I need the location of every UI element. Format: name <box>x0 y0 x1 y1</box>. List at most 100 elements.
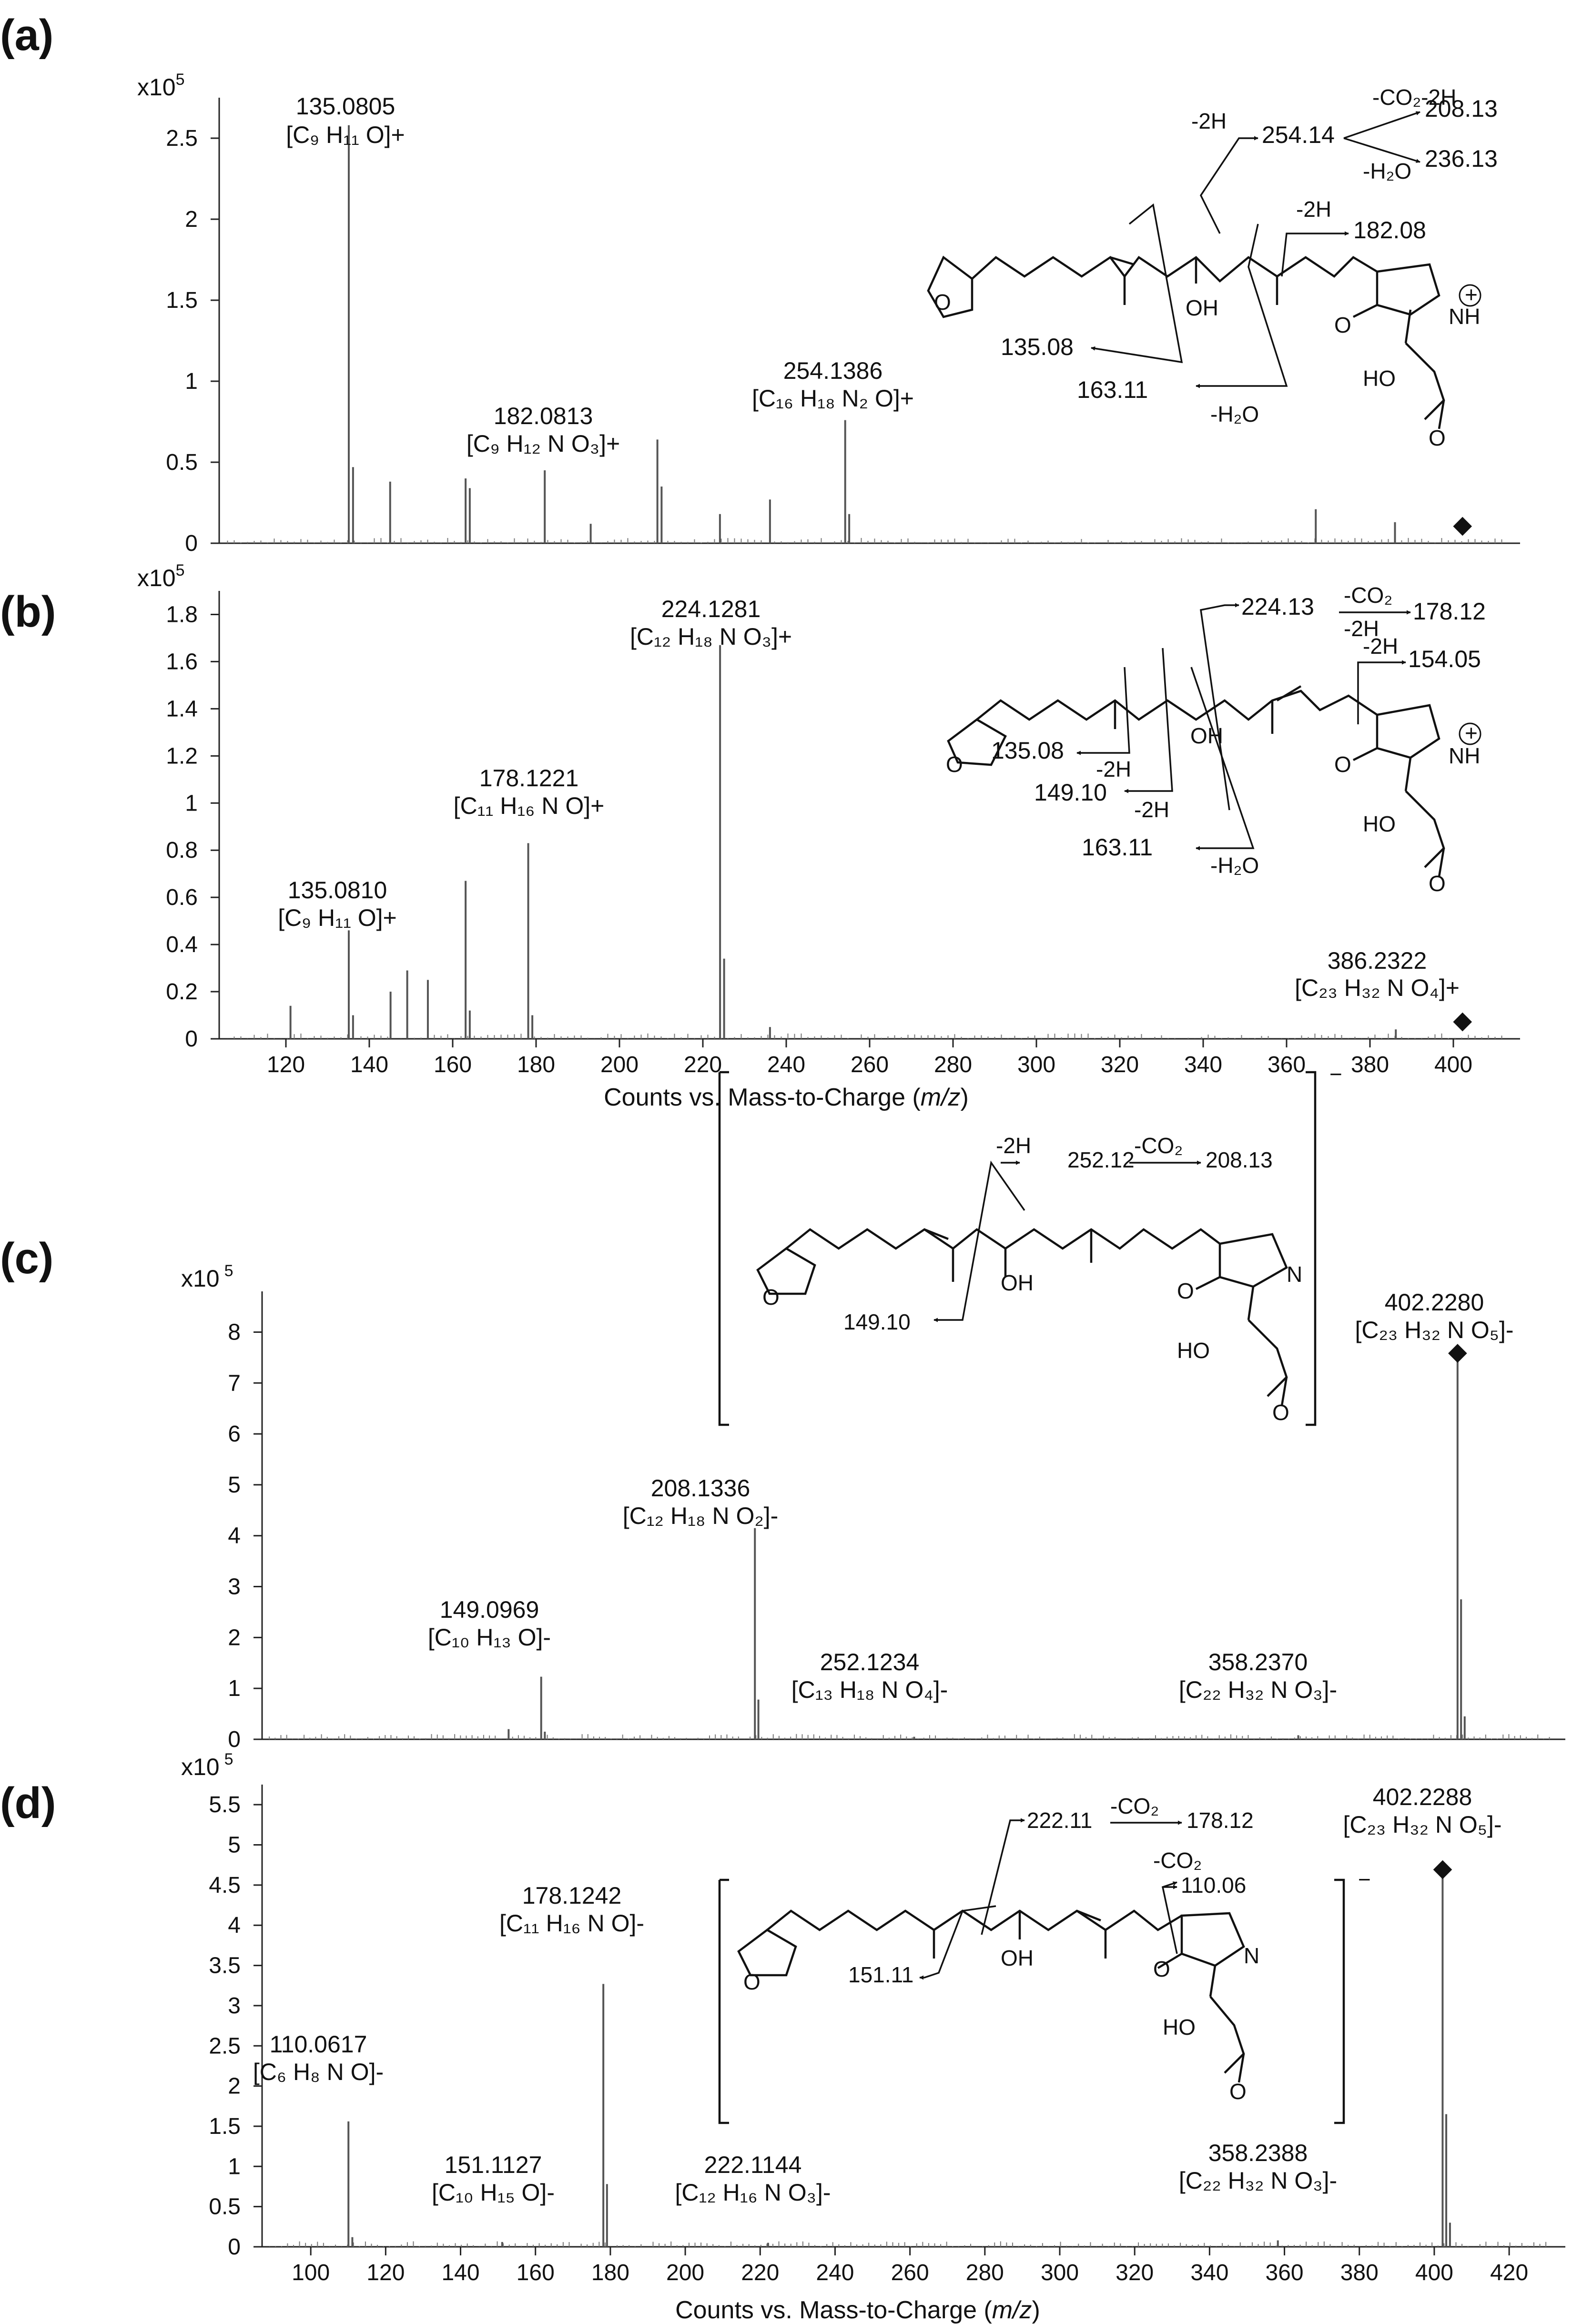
panel-a-loss-co2-2h: -CO₂-2H <box>1372 85 1456 110</box>
panel-b-xlabel: Counts vs. Mass-to-Charge (m/z) <box>604 1084 969 1111</box>
panel-a-letter: (a) <box>0 11 53 60</box>
panel-b-ytick-label: 1.8 <box>166 602 198 627</box>
panel-d-xtick-label: 200 <box>666 2260 704 2285</box>
panel-b-frag-149: 149.10 <box>1034 779 1107 806</box>
panel-d-ytick-label: 0.5 <box>209 2194 241 2220</box>
panel-a-ann-182-formula: [C₉ H₁₂ N O₃]+ <box>467 430 620 457</box>
panel-b-ytick-label: 1.4 <box>166 696 198 721</box>
panel-d-oh: OH <box>1001 1946 1034 1970</box>
panel-d-xtick-label: 340 <box>1190 2260 1228 2285</box>
panel-d-structure <box>718 1818 1345 2124</box>
panel-b-ring-o: O <box>1334 752 1351 777</box>
panel-b-xtick-label: 180 <box>517 1052 555 1077</box>
panel-c-furan-o: O <box>762 1285 780 1309</box>
panel-a-frag-254: 254.14 <box>1262 122 1335 148</box>
panel-b-frag-163: 163.11 <box>1082 834 1153 861</box>
panel-b-acid-o: O <box>1429 871 1446 896</box>
panel-d-xtick-label: 140 <box>441 2260 479 2285</box>
panel-d-ann-110-formula: [C₆ H₈ N O]- <box>253 2059 384 2085</box>
panel-b-frag-178: 178.12 <box>1413 598 1486 625</box>
panel-a-furan-o: O <box>934 290 951 315</box>
panel-b-ytick-label: 0.8 <box>166 838 198 863</box>
panel-a-unit: x105 <box>137 71 185 101</box>
panel-c-precursor-marker: ◆ <box>1448 1338 1467 1366</box>
panel-b-furan-o: O <box>946 752 963 777</box>
panel-a-frag-208: 208.13 <box>1425 95 1498 122</box>
panel-d-ytick-label: 4.5 <box>209 1873 241 1898</box>
panel-c-ytick-label: 4 <box>228 1523 241 1549</box>
panel-b-xtick-label: 140 <box>350 1052 388 1077</box>
panel-d-ring-o: O <box>1153 1957 1170 1981</box>
panel-b-xtick-label: 220 <box>684 1052 722 1077</box>
panel-d-ann-222-mz: 222.1144 <box>704 2151 802 2178</box>
panel-c-ann-252-formula: [C₁₃ H₁₈ N O₄]- <box>791 1676 948 1703</box>
panel-a-loss-h2o-1: -H₂O <box>1363 159 1411 183</box>
panel-c-ann-149-mz: 149.0969 <box>440 1596 539 1623</box>
panel-c-loss-co2: -CO₂ <box>1134 1133 1183 1158</box>
panel-d-ytick-label: 3 <box>228 1993 241 2019</box>
panel-b-xtick-label: 380 <box>1351 1052 1389 1077</box>
panel-b-xtick-label: 300 <box>1017 1052 1055 1077</box>
panel-c-letter: (c) <box>0 1234 53 1283</box>
panel-c-ann-358-formula: [C₂₂ H₃₂ N O₃]- <box>1179 1676 1337 1703</box>
panel-b-xtick-label: 240 <box>767 1052 805 1077</box>
panel-c-ann-358-mz: 358.2370 <box>1208 1649 1308 1675</box>
panel-d-xtick-label: 260 <box>891 2260 929 2285</box>
panel-b-structure <box>947 603 1481 877</box>
panel-d-xtick-label: 240 <box>816 2260 854 2285</box>
panel-b-letter: (b) <box>0 588 56 636</box>
panel-c-structure <box>718 1071 1317 1426</box>
panel-b-nh: NH <box>1449 743 1480 768</box>
panel-d-xtick-label: 100 <box>292 2260 330 2285</box>
panel-d-frag-151: 151.11 <box>848 1962 913 1987</box>
panel-a-ring-o: O <box>1334 313 1351 337</box>
panel-b-xtick-label: 320 <box>1101 1052 1139 1077</box>
panel-a-loss-h2o-2: -H₂O <box>1210 402 1259 426</box>
panel-b-xtick-label: 400 <box>1434 1052 1472 1077</box>
panel-c-ann-252-mz: 252.1234 <box>820 1649 920 1675</box>
panel-d-xtick-label: 380 <box>1340 2260 1379 2285</box>
panel-d-loss-co2-1: -CO₂ <box>1110 1794 1159 1818</box>
panel-d-ann-151-mz: 151.1127 <box>445 2151 542 2178</box>
panel-d-loss-co2-2: -CO₂ <box>1153 1848 1202 1873</box>
panel-c-ytick-label: 1 <box>228 1676 241 1701</box>
panel-d-ann-402-formula: [C₂₃ H₃₂ N O₅]- <box>1343 1811 1501 1838</box>
panel-b-ytick-label: 0.2 <box>166 979 198 1005</box>
panel-d-ytick-label: 1.5 <box>209 2114 241 2139</box>
panel-c-plot: 0 1 2 3 4 5 6 7 8 ◆ <box>228 1291 1565 1752</box>
panel-d-ytick-label: 2.5 <box>209 2033 241 2059</box>
panel-b-structure-text: O OH O NH + HO O 224.13 178.12 154.05 13… <box>946 583 1486 896</box>
panel-c-ho: HO <box>1177 1338 1210 1363</box>
panel-a-structure-text: O OH O NH + HO O 254.14 208.13 236.13 18… <box>934 85 1498 450</box>
panel-b-ytick-label: 1 <box>185 791 198 816</box>
panel-b-loss-2h-3: -2H <box>1096 757 1131 781</box>
panel-d-ann-110-mz: 110.0617 <box>270 2031 367 2058</box>
panel-a-frag-135: 135.08 <box>1001 334 1074 360</box>
panel-d-frag-110: 110.06 <box>1181 1873 1246 1898</box>
panel-b-loss-co2: -CO₂ <box>1344 583 1392 608</box>
panel-c-frag-252: 252.12 <box>1067 1147 1135 1172</box>
panel-a-ytick-label: 0 <box>185 531 198 556</box>
panel-a-ytick-label: 0.5 <box>166 450 198 475</box>
panel-b-loss-2h-2: -2H <box>1363 634 1398 659</box>
panel-b-oh: OH <box>1190 723 1223 748</box>
panel-c-ytick-label: 2 <box>228 1625 241 1650</box>
panel-b-ytick-label: 1.2 <box>166 743 198 769</box>
panel-d-minus: − <box>1358 1867 1371 1892</box>
panel-b-ho: HO <box>1363 812 1396 836</box>
panel-d-ann-222-formula: [C₁₂ H₁₆ N O₃]- <box>675 2179 831 2206</box>
panel-b-ann-178-mz: 178.1221 <box>479 765 579 792</box>
panel-b-xtick-label: 340 <box>1184 1052 1222 1077</box>
panel-c-loss-2h: -2H <box>996 1133 1031 1158</box>
panel-d-xtick-label: 420 <box>1490 2260 1528 2285</box>
panel-c-ytick-label: 3 <box>228 1574 241 1600</box>
panel-d-ytick-label: 0 <box>228 2234 241 2260</box>
panel-d-plot: 0 0.5 1 1.5 2 2.5 3 3.5 4 4.5 5 5.5 100 120 140 160 180 2… <box>209 1785 1565 2285</box>
panel-d-frag-222: 222.11 <box>1027 1808 1092 1833</box>
panel-c-ytick-label: 6 <box>228 1421 241 1447</box>
panel-b-ann-135-formula: [C₉ H₁₁ O]+ <box>278 904 396 931</box>
panel-a-acid-o: O <box>1429 426 1446 450</box>
panel-b-ytick-label: 0 <box>185 1026 198 1052</box>
panel-b-ytick-label: 1.6 <box>166 649 198 674</box>
panel-a-nh: NH <box>1449 304 1480 329</box>
